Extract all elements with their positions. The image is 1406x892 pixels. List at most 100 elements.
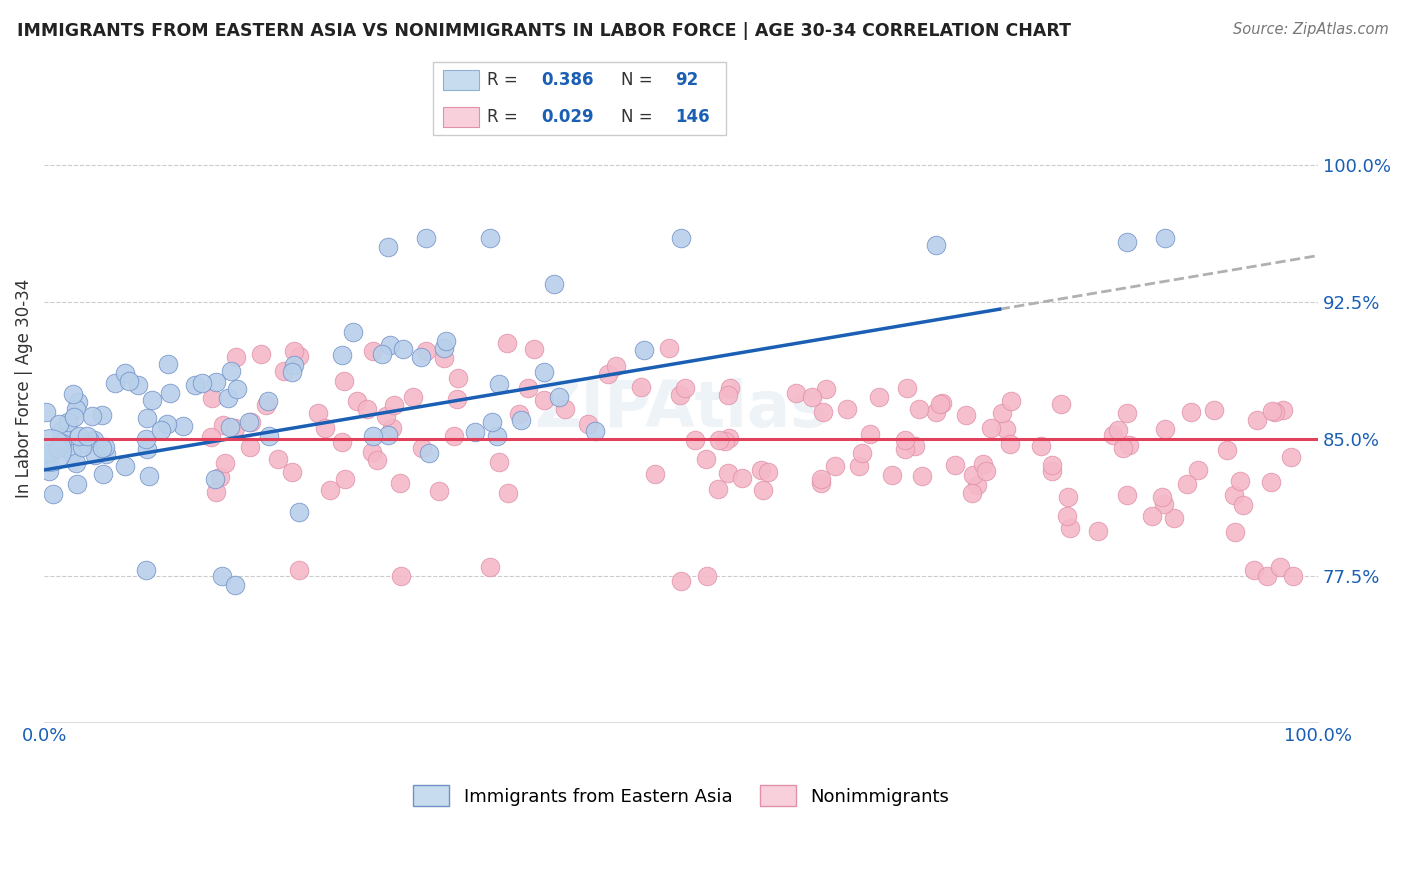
- Point: [995, 422, 1018, 436]
- Point: [382, 398, 405, 412]
- Point: [696, 569, 718, 583]
- Point: [1116, 488, 1139, 502]
- Point: [224, 578, 246, 592]
- Text: 146: 146: [675, 108, 710, 126]
- Point: [1040, 458, 1063, 472]
- Point: [156, 358, 179, 372]
- Text: 0.386: 0.386: [541, 71, 593, 89]
- Point: [1140, 508, 1163, 523]
- Point: [548, 390, 571, 404]
- Point: [811, 405, 834, 419]
- Point: [731, 471, 754, 485]
- Point: [51, 436, 73, 450]
- Point: [127, 378, 149, 392]
- Point: [60, 446, 83, 460]
- Point: [415, 343, 437, 358]
- Point: [218, 420, 240, 434]
- Point: [172, 418, 194, 433]
- Point: [314, 420, 336, 434]
- Point: [1268, 559, 1291, 574]
- Point: [214, 456, 236, 470]
- Point: [200, 430, 222, 444]
- Point: [84, 448, 107, 462]
- Point: [402, 390, 425, 404]
- Point: [517, 381, 540, 395]
- Point: [114, 366, 136, 380]
- Point: [149, 423, 172, 437]
- Text: N =: N =: [621, 71, 658, 89]
- Point: [361, 445, 384, 459]
- Point: [375, 409, 398, 424]
- Point: [288, 564, 311, 578]
- Point: [217, 391, 239, 405]
- Point: [136, 410, 159, 425]
- Point: [366, 452, 388, 467]
- Point: [51, 424, 73, 438]
- Point: [83, 433, 105, 447]
- Point: [433, 341, 456, 355]
- Point: [1260, 403, 1282, 417]
- Point: [717, 430, 740, 444]
- Point: [848, 458, 870, 473]
- Point: [673, 380, 696, 394]
- Point: [1180, 405, 1202, 419]
- Point: [1187, 463, 1209, 477]
- Point: [330, 348, 353, 362]
- Point: [35, 405, 58, 419]
- Point: [257, 393, 280, 408]
- Point: [1059, 521, 1081, 535]
- Point: [363, 343, 385, 358]
- Text: ZIPAtlas: ZIPAtlas: [534, 377, 828, 440]
- Point: [523, 342, 546, 356]
- Point: [201, 391, 224, 405]
- Point: [1102, 428, 1125, 442]
- Point: [554, 401, 576, 416]
- Point: [381, 421, 404, 435]
- Point: [1246, 413, 1268, 427]
- Point: [1232, 498, 1254, 512]
- Point: [135, 564, 157, 578]
- Point: [415, 231, 437, 245]
- Point: [1281, 569, 1303, 583]
- Point: [224, 421, 246, 435]
- Point: [911, 469, 934, 483]
- Point: [695, 452, 717, 467]
- Point: [904, 439, 927, 453]
- Point: [267, 452, 290, 467]
- Point: [239, 440, 262, 454]
- Point: [434, 334, 457, 348]
- Point: [257, 428, 280, 442]
- Point: [205, 375, 228, 389]
- Point: [496, 486, 519, 500]
- Point: [880, 468, 903, 483]
- Point: [212, 417, 235, 432]
- Point: [141, 393, 163, 408]
- Point: [67, 429, 90, 443]
- Point: [1222, 488, 1244, 502]
- Point: [479, 231, 502, 245]
- Point: [389, 475, 412, 490]
- Point: [65, 457, 87, 471]
- Text: R =: R =: [488, 108, 523, 126]
- Point: [998, 437, 1021, 451]
- Point: [91, 442, 114, 456]
- Point: [225, 350, 247, 364]
- Point: [79, 434, 101, 449]
- Point: [814, 383, 837, 397]
- Point: [980, 420, 1002, 434]
- Point: [307, 406, 329, 420]
- Point: [361, 428, 384, 442]
- Point: [1175, 477, 1198, 491]
- Point: [810, 472, 832, 486]
- Point: [966, 478, 988, 492]
- Point: [76, 437, 98, 451]
- Point: [136, 442, 159, 457]
- Point: [273, 364, 295, 378]
- Point: [756, 465, 779, 479]
- Point: [605, 359, 627, 373]
- FancyBboxPatch shape: [433, 62, 725, 136]
- Point: [972, 458, 994, 472]
- Point: [283, 358, 305, 372]
- Point: [1000, 394, 1022, 409]
- Point: [254, 398, 277, 412]
